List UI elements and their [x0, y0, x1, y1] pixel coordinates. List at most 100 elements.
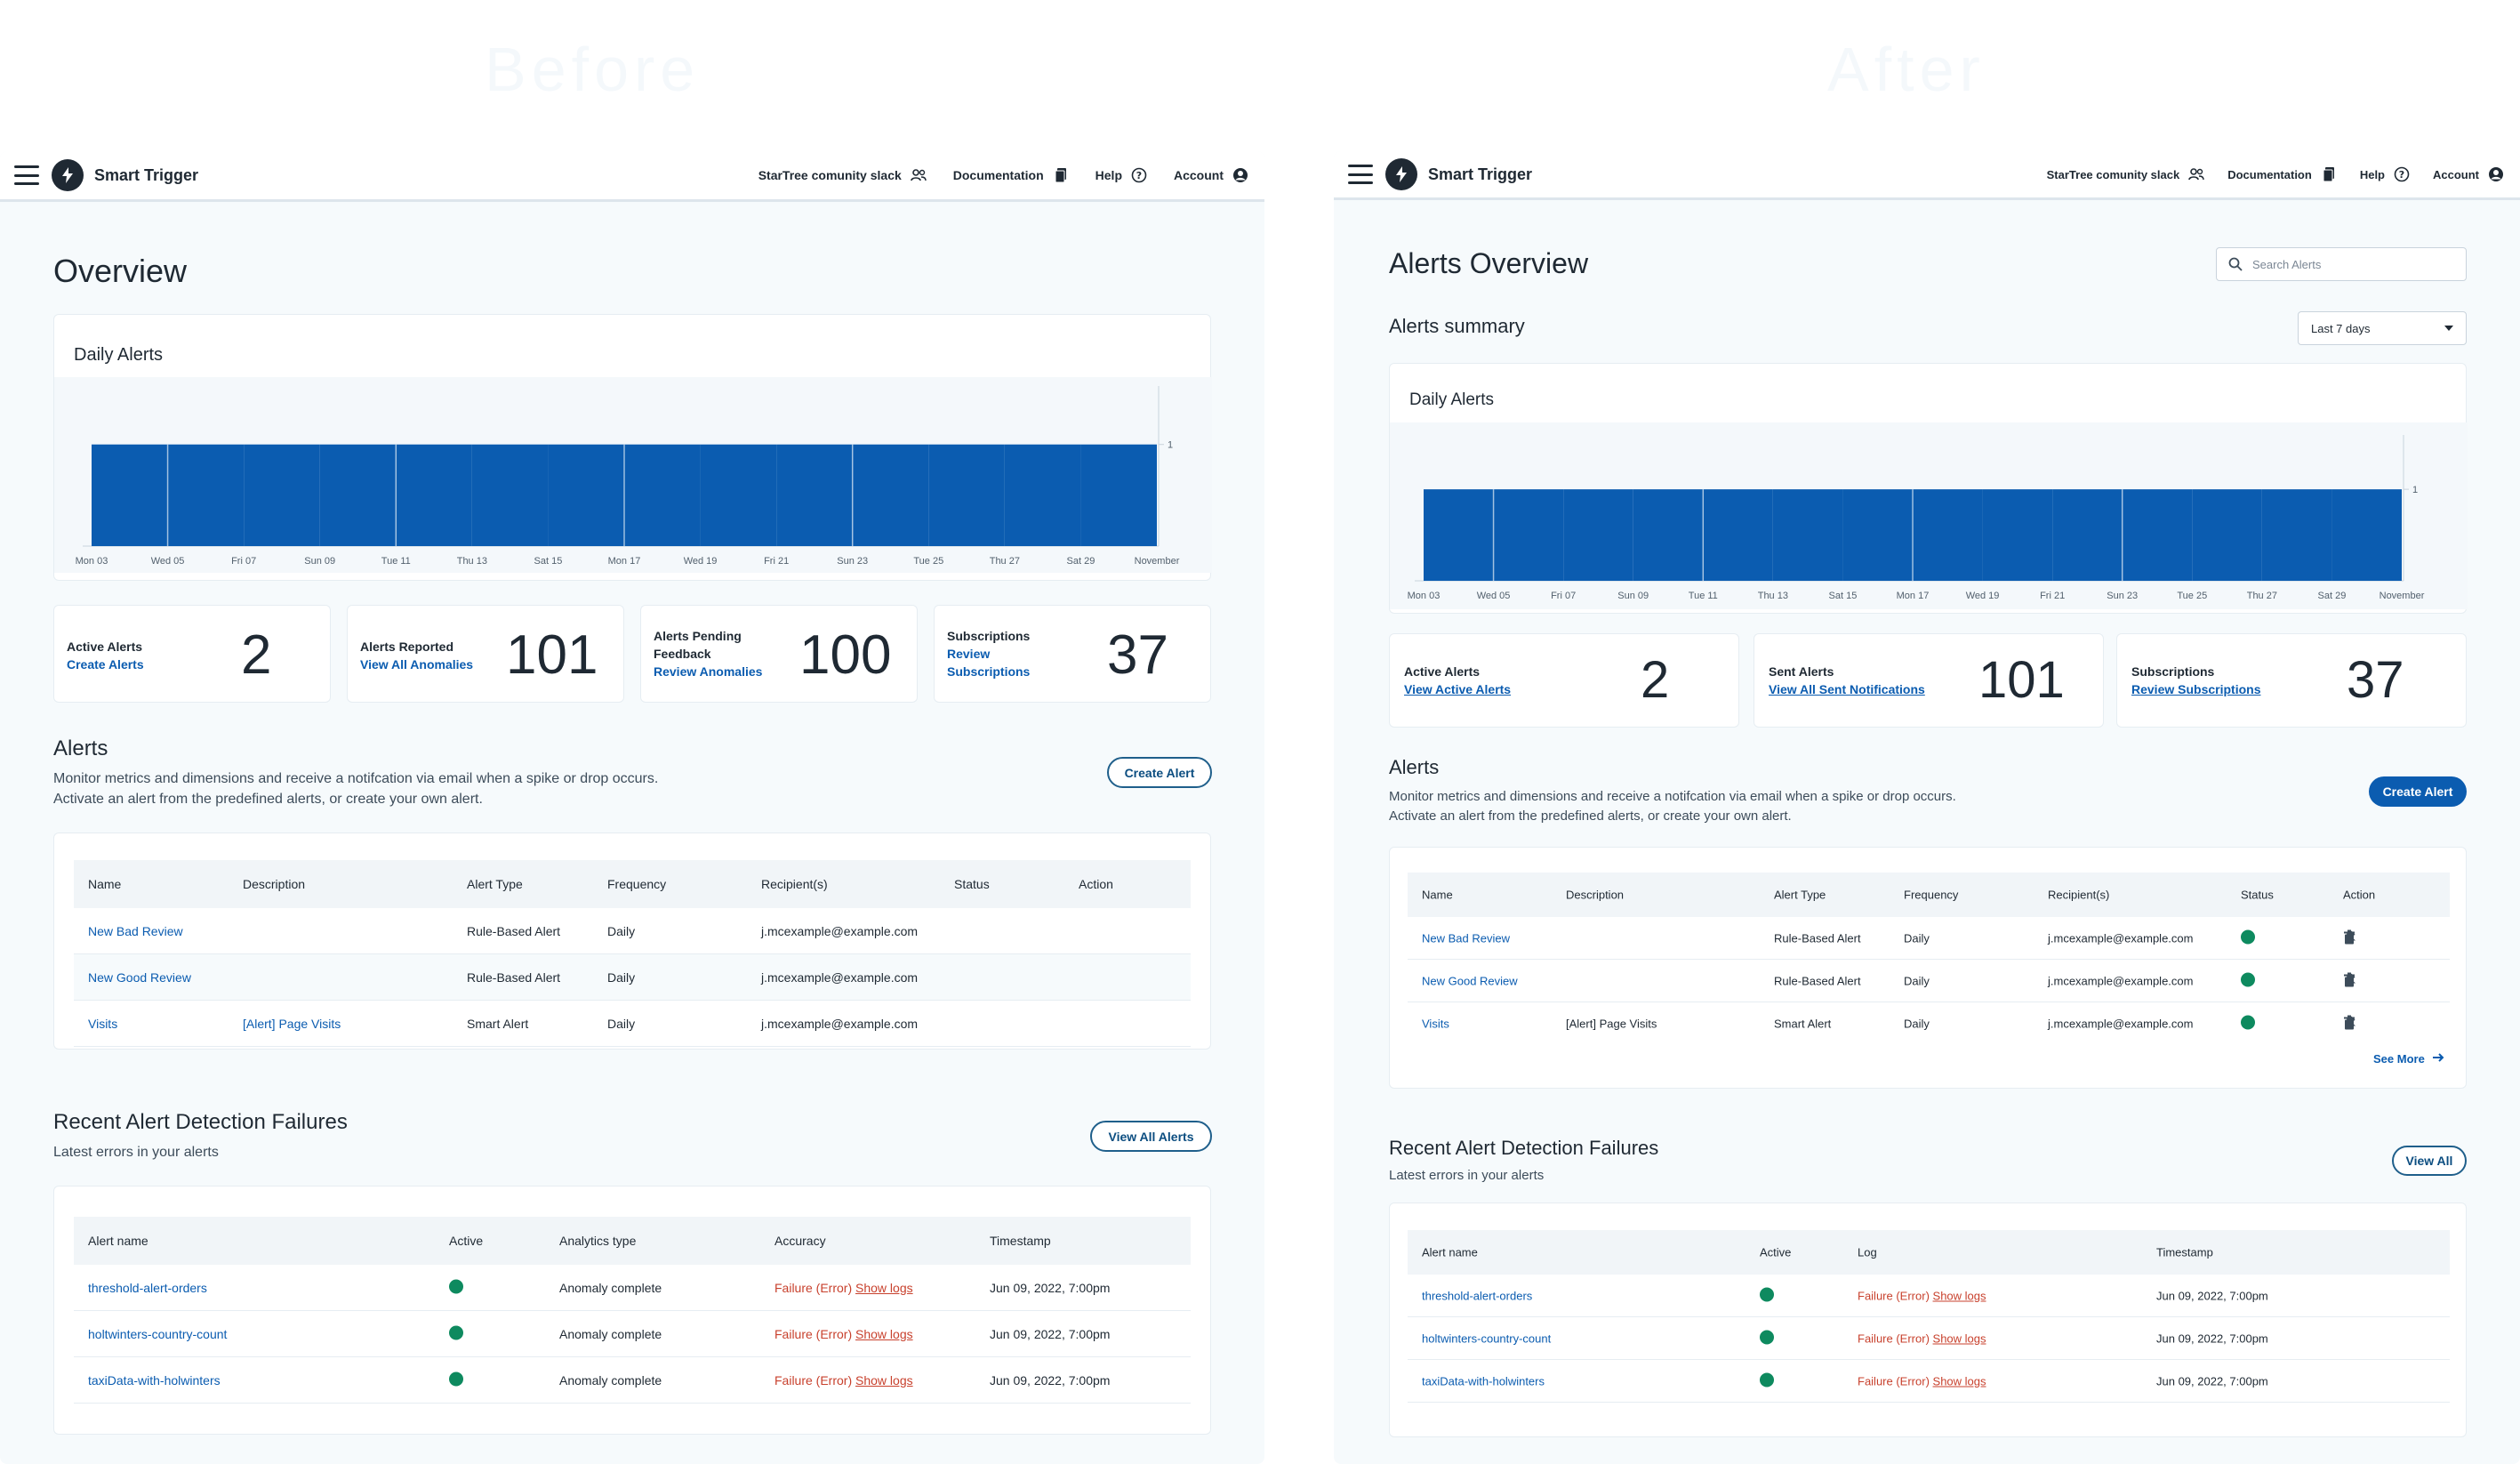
- x-tick-label: Sun 23: [837, 556, 868, 567]
- view-active-alerts-link[interactable]: View Active Alerts: [1404, 682, 1512, 696]
- x-tick-label: Wed 05: [151, 556, 185, 567]
- table-row[interactable]: New Good Review Rule-Based Alert Daily j…: [74, 954, 1191, 1001]
- alert-recipient: j.mcexample@example.com: [2048, 974, 2194, 987]
- alert-name-link[interactable]: Visits: [1422, 1017, 1449, 1031]
- analytics-type: Anomaly complete: [559, 1326, 662, 1341]
- x-tick-label: November: [1135, 556, 1180, 567]
- documentation-link[interactable]: Documentation: [2227, 166, 2337, 182]
- x-tick-label: November: [2380, 591, 2425, 601]
- show-logs-link[interactable]: Show logs: [1932, 1374, 1986, 1388]
- show-logs-link[interactable]: Show logs: [855, 1326, 913, 1341]
- see-more-link[interactable]: See More: [2373, 1052, 2444, 1066]
- create-alert-button[interactable]: Create Alert: [1107, 757, 1212, 788]
- table-row[interactable]: New Bad Review Rule-Based Alert Daily j.…: [1408, 917, 2450, 960]
- chart-title: Daily Alerts: [1409, 390, 1495, 409]
- delete-icon[interactable]: [2343, 1015, 2355, 1033]
- page-title: Overview: [53, 253, 188, 289]
- alerts-desc-line-2: Activate an alert from the predefined al…: [1389, 808, 1792, 824]
- alert-name-link[interactable]: New Good Review: [1422, 974, 1518, 987]
- failure-text: Failure (Error) Show logs: [1858, 1374, 1986, 1388]
- show-logs-link[interactable]: Show logs: [855, 1280, 913, 1295]
- help-link[interactable]: Help?: [2360, 166, 2410, 182]
- alert-type: Rule-Based Alert: [467, 923, 561, 938]
- view-all-anomalies-link[interactable]: View All Anomalies: [360, 657, 474, 672]
- x-tick-label: Tue 11: [1689, 591, 1718, 601]
- slack-link[interactable]: StarTree comunity slack: [2047, 166, 2205, 182]
- table-row[interactable]: holtwinters-country-count Anomaly comple…: [74, 1311, 1191, 1357]
- alert-description[interactable]: [Alert] Page Visits: [243, 1016, 341, 1031]
- review-subscriptions-link[interactable]: Review Subscriptions: [2131, 682, 2261, 696]
- failure-alert-link[interactable]: holtwinters-country-count: [1422, 1331, 1552, 1345]
- documentation-label: Documentation: [952, 168, 1044, 182]
- table-row[interactable]: Visits [Alert] Page Visits Smart Alert D…: [1408, 1002, 2450, 1045]
- alert-name-link[interactable]: New Bad Review: [1422, 931, 1510, 945]
- alert-name-link[interactable]: New Good Review: [88, 969, 191, 985]
- col-name: Name: [88, 877, 122, 891]
- view-sent-notifications-link[interactable]: View All Sent Notifications: [1769, 682, 1925, 696]
- alert-recipient: j.mcexample@example.com: [761, 969, 919, 985]
- failures-title: Recent Alert Detection Failures: [53, 1110, 348, 1134]
- account-icon: [2488, 166, 2504, 182]
- stat-title: Active Alerts: [1404, 664, 1481, 679]
- x-tick-label: Tue 25: [913, 556, 943, 567]
- x-tick-label: Sun 23: [2107, 591, 2138, 601]
- view-all-button[interactable]: View All: [2392, 1146, 2467, 1176]
- chart-bar: [2261, 489, 2332, 581]
- search-input[interactable]: Search Alerts: [2216, 247, 2467, 281]
- col-description: Description: [1566, 888, 1625, 902]
- alerts-table-header: Name Description Alert Type Frequency Re…: [74, 860, 1191, 908]
- table-row[interactable]: threshold-alert-orders Anomaly complete …: [74, 1265, 1191, 1311]
- documentation-link[interactable]: Documentation: [953, 167, 1069, 183]
- account-link[interactable]: Account: [1174, 167, 1248, 183]
- table-row[interactable]: New Good Review Rule-Based Alert Daily j…: [1408, 960, 2450, 1002]
- col-analytics-type: Analytics type: [559, 1234, 637, 1248]
- date-range-select[interactable]: Last 7 days: [2298, 311, 2467, 345]
- slack-link[interactable]: StarTree comunity slack: [758, 167, 927, 183]
- show-logs-link[interactable]: Show logs: [1932, 1331, 1986, 1345]
- review-anomalies-link[interactable]: Review Anomalies: [654, 664, 763, 679]
- create-alert-button[interactable]: Create Alert: [2369, 776, 2467, 807]
- x-tick-label: Sat 29: [1067, 556, 1095, 567]
- create-alerts-link[interactable]: Create Alerts: [67, 657, 144, 672]
- failure-alert-link[interactable]: taxiData-with-holwinters: [88, 1372, 221, 1388]
- failure-alert-link[interactable]: taxiData-with-holwinters: [1422, 1374, 1545, 1388]
- stat-title: Active Alerts: [67, 639, 143, 654]
- chart-bar: [1842, 489, 1913, 581]
- failure-alert-link[interactable]: threshold-alert-orders: [88, 1280, 207, 1295]
- table-row[interactable]: holtwinters-country-count Failure (Error…: [1408, 1317, 2450, 1360]
- delete-icon[interactable]: [2343, 929, 2355, 946]
- alerts-table-card: Name Description Alert Type Frequency Re…: [53, 833, 1211, 1050]
- chart-bar: [1493, 489, 1564, 581]
- status-dot: [1760, 1372, 1774, 1389]
- show-logs-link[interactable]: Show logs: [855, 1372, 913, 1388]
- status-dot: [449, 1371, 463, 1388]
- page-title: Alerts Overview: [1389, 247, 1589, 279]
- col-timestamp: Timestamp: [990, 1234, 1051, 1248]
- failure-alert-link[interactable]: threshold-alert-orders: [1422, 1289, 1533, 1302]
- account-link[interactable]: Account: [2433, 166, 2504, 182]
- show-logs-link[interactable]: Show logs: [1932, 1289, 1986, 1302]
- failure-alert-link[interactable]: holtwinters-country-count: [88, 1326, 228, 1341]
- col-action: Action: [2343, 888, 2376, 902]
- table-row[interactable]: Visits [Alert] Page Visits Smart Alert D…: [74, 1001, 1191, 1047]
- table-row[interactable]: taxiData-with-holwinters Failure (Error)…: [1408, 1360, 2450, 1403]
- delete-icon[interactable]: [2343, 972, 2355, 989]
- alert-name-link[interactable]: Visits: [88, 1016, 118, 1031]
- brand-name[interactable]: Smart Trigger: [94, 165, 199, 184]
- failure-text: Failure (Error) Show logs: [1858, 1289, 1986, 1302]
- failures-table-card: Alert name Active Analytics type Accurac…: [53, 1186, 1211, 1435]
- alert-name-link[interactable]: New Bad Review: [88, 923, 183, 938]
- table-row[interactable]: threshold-alert-orders Failure (Error) S…: [1408, 1275, 2450, 1317]
- help-link[interactable]: Help?: [1095, 167, 1147, 183]
- view-all-alerts-button[interactable]: View All Alerts: [1090, 1121, 1212, 1152]
- bolt-icon[interactable]: [52, 159, 84, 191]
- alert-recipient: j.mcexample@example.com: [2048, 1017, 2194, 1031]
- col-active: Active: [449, 1234, 484, 1248]
- table-row[interactable]: taxiData-with-holwinters Anomaly complet…: [74, 1357, 1191, 1404]
- brand-name[interactable]: Smart Trigger: [1428, 165, 1533, 183]
- table-row[interactable]: New Bad Review Rule-Based Alert Daily j.…: [74, 908, 1191, 954]
- bolt-icon[interactable]: [1385, 158, 1417, 190]
- menu-icon[interactable]: [14, 165, 39, 185]
- review-subscriptions-link[interactable]: Review Subscriptions: [947, 647, 1031, 679]
- menu-icon[interactable]: [1348, 165, 1373, 184]
